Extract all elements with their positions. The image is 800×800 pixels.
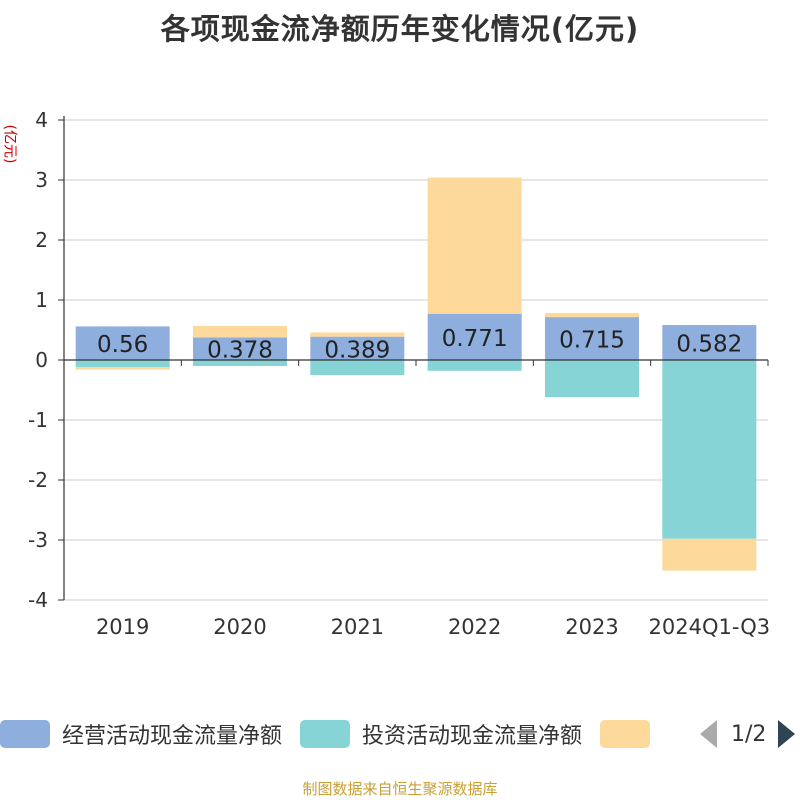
y-tick-label: 3 [35, 168, 48, 192]
bar-segment-series-0 [427, 313, 522, 360]
bar-segment-series-0 [662, 325, 757, 360]
legend-swatch [0, 720, 50, 748]
x-tick-label: 2023 [565, 615, 618, 639]
bar-data-label: 0.378 [207, 338, 273, 364]
bar-data-label: 0.56 [97, 332, 148, 358]
chart-plot: 4 3 2 1 0 -1 -2 -3 -4 0.56 2019 0.378 2020 0.389 2021 0… [28, 108, 771, 639]
y-tick-label: 1 [35, 288, 48, 312]
x-tick-label: 2020 [213, 615, 266, 639]
bar-segment-series-2 [193, 325, 287, 338]
bar-data-label: 0.771 [442, 326, 508, 352]
legend-swatch [300, 720, 351, 748]
y-tick-label: -2 [28, 468, 48, 492]
bar-segment-series-1 [427, 360, 522, 371]
legend-label: 投资活动现金流量净额 [362, 724, 583, 749]
legend-item[interactable]: 投资活动现金流量净额 [300, 718, 582, 750]
bar-segment-series-1 [75, 360, 170, 368]
source-note: 制图数据来自恒生聚源数据库 [302, 780, 498, 798]
x-tick-label: 2022 [448, 615, 501, 639]
chart-title: 各项现金流净额历年变化情况(亿元) [160, 12, 640, 46]
bar-data-label: 0.389 [324, 337, 390, 363]
legend-item[interactable]: 经营活动现金流量净额 [0, 718, 282, 750]
legend-label: 经营活动现金流量净额 [62, 724, 283, 749]
bar-segment-series-2 [310, 332, 405, 337]
legend-swatch [600, 720, 651, 748]
bar-segment-series-1 [310, 360, 405, 375]
y-tick-label: 2 [35, 228, 48, 252]
bar-segment-series-0 [545, 317, 639, 360]
y-tick-label: -1 [28, 408, 48, 432]
bar-segment-series-0 [75, 326, 170, 360]
legend-pager: 1/2 [700, 718, 796, 750]
bar-segment-series-1 [662, 360, 757, 539]
bar-segment-series-0 [310, 336, 405, 360]
bar-segment-series-2 [662, 538, 757, 571]
legend: 经营活动现金流量净额 投资活动现金流量净额 [0, 718, 680, 750]
legend-item[interactable] [600, 720, 662, 748]
triangle-left-icon[interactable] [700, 720, 717, 748]
x-tick-label: 2019 [96, 615, 149, 639]
x-tick-label: 2021 [331, 615, 384, 639]
bar-segment-series-2 [545, 312, 639, 318]
bar-segment-series-2 [427, 177, 522, 314]
bar-segment-series-1 [545, 360, 639, 398]
legend-page-indicator: 1/2 [731, 721, 767, 747]
bar-data-label: 0.715 [559, 328, 625, 354]
triangle-right-icon[interactable] [778, 720, 796, 748]
y-tick-label: -3 [28, 528, 48, 552]
y-tick-label: 4 [35, 108, 48, 132]
y-tick-label: -4 [28, 588, 48, 612]
bar-data-label: 0.582 [676, 332, 742, 358]
bar-segment-series-0 [193, 337, 287, 360]
bar-segment-series-2 [75, 367, 170, 370]
y-tick-label: 0 [35, 348, 48, 372]
bar-segment-series-1 [193, 360, 287, 366]
x-tick-label: 2024Q1-Q3 [649, 615, 771, 639]
